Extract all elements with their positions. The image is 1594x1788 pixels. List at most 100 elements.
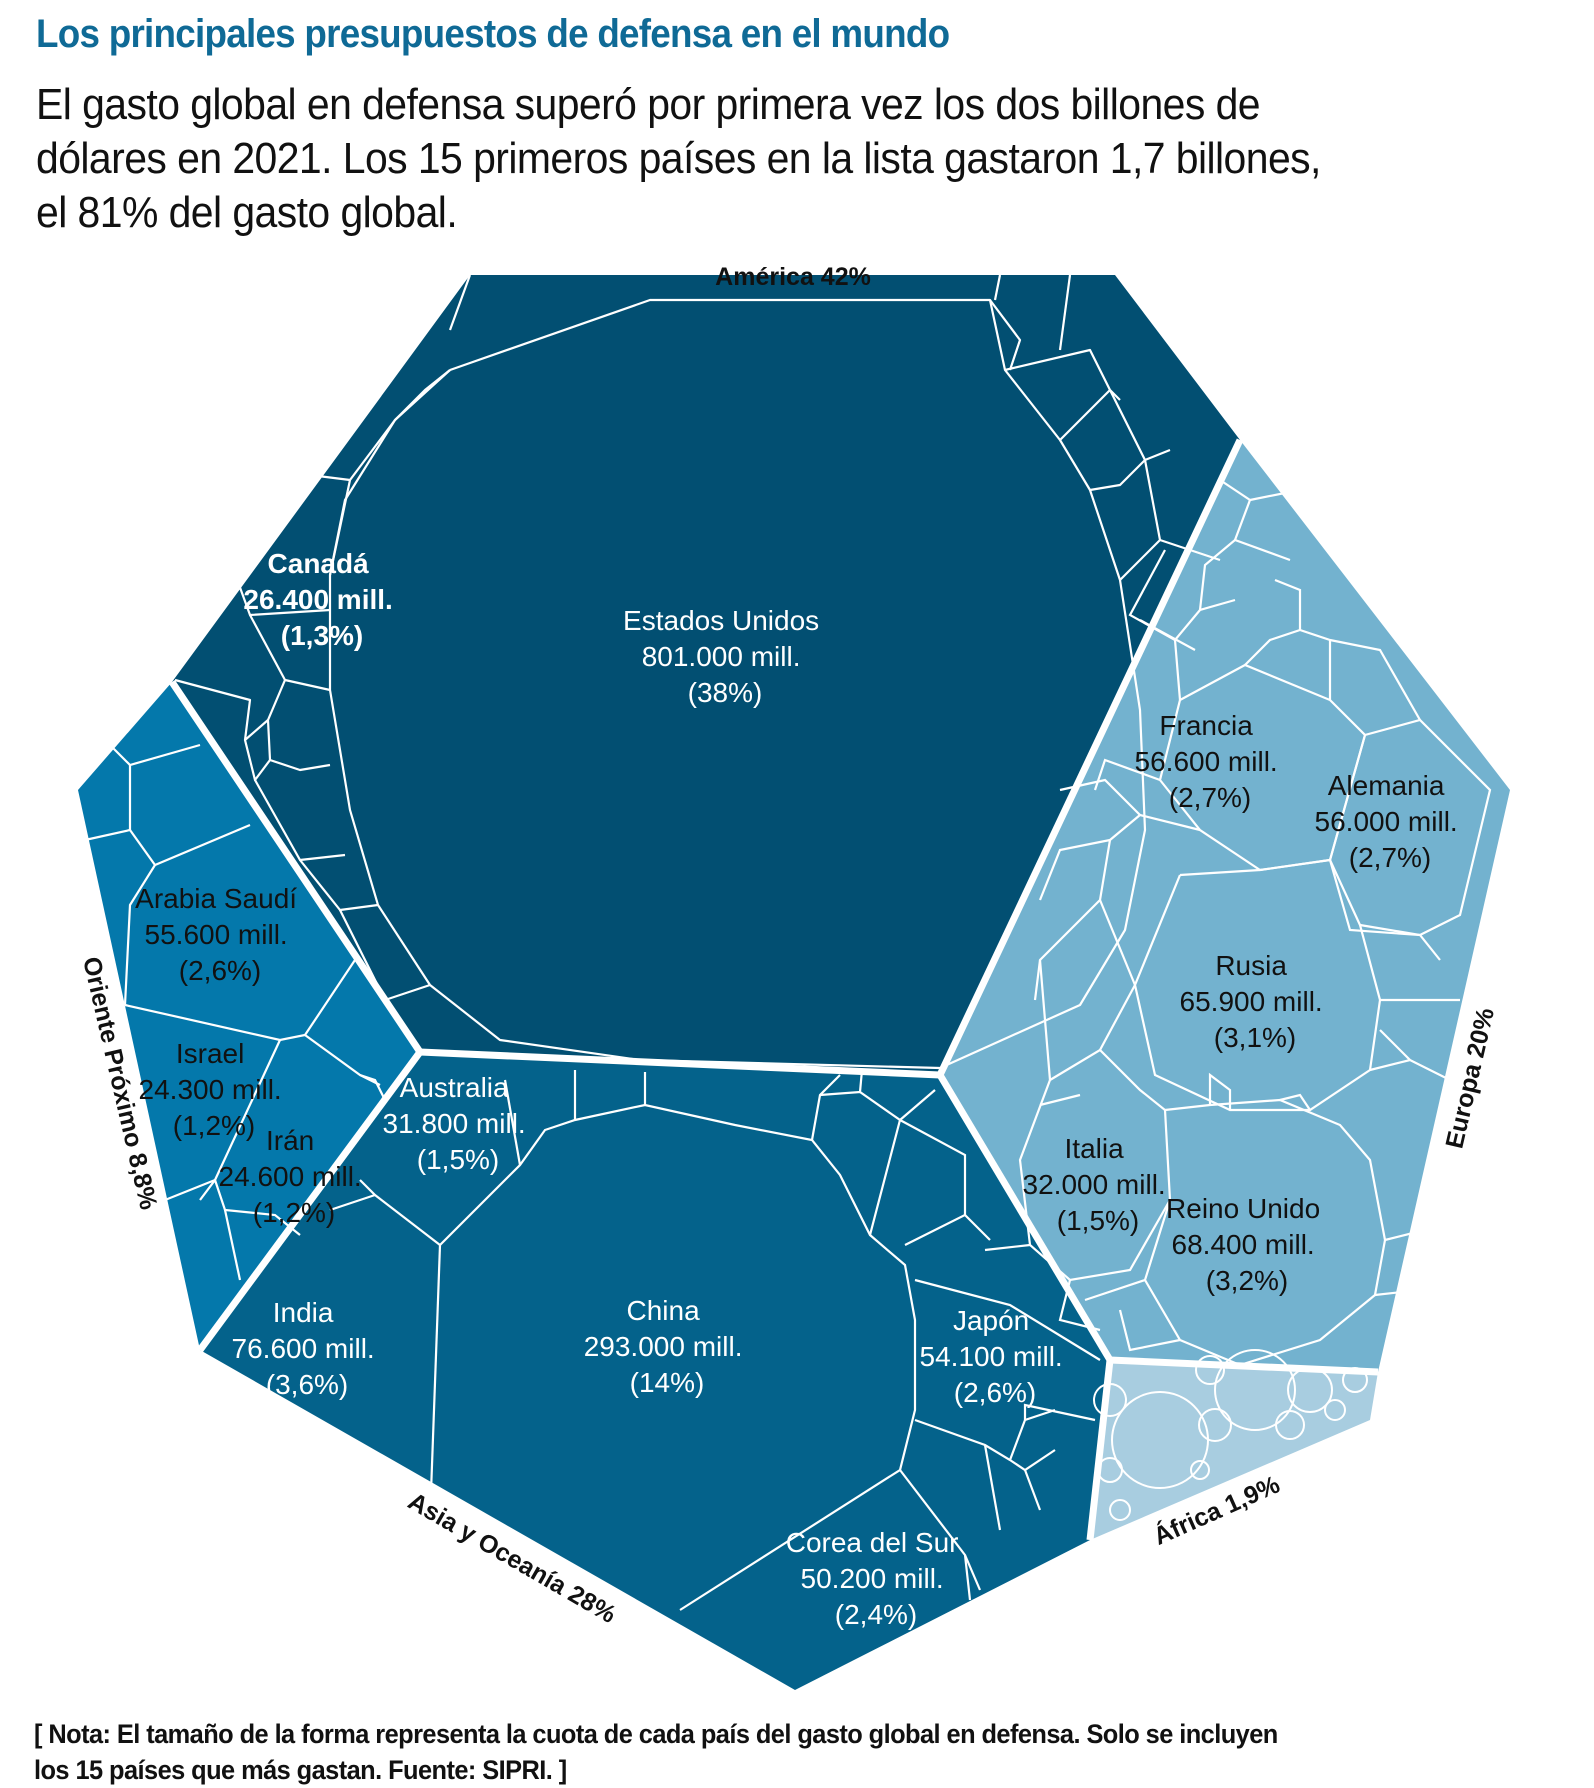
label-corea-del-sur: Corea del Sur 50.200 mill. (2,4%)	[786, 1527, 967, 1630]
cell-border	[1219, 479, 1251, 501]
region-america	[172, 275, 1240, 1075]
label-share: (2,4%)	[835, 1599, 917, 1630]
cell-border	[1038, 838, 1111, 901]
cell-border	[1374, 1288, 1421, 1297]
cell-border	[1329, 638, 1421, 721]
cell-border	[899, 1089, 936, 1121]
region-label-america: América 42%	[715, 263, 871, 291]
label-value: 65.900 mill.	[1180, 986, 1323, 1017]
cell-borders-europa	[984, 479, 1492, 1367]
cell-border	[503, 1079, 522, 1166]
cell-border	[1359, 923, 1441, 961]
region-fill-europa	[940, 440, 1510, 1372]
cell-border	[914, 1278, 1101, 1361]
cell-border	[899, 1469, 972, 1601]
cell-borders-africa	[1093, 1349, 1368, 1521]
cell-border	[819, 1090, 902, 1236]
cell-italia	[1018, 1048, 1172, 1282]
cell-border	[1089, 459, 1146, 492]
label-value: 31.800 mill.	[383, 1108, 526, 1139]
label-name: Alemania	[1328, 770, 1445, 801]
label-name: Australia	[400, 1072, 509, 1103]
label-value: 55.600 mill.	[145, 919, 288, 950]
label-iran: Irán 24.600 mill. (1,2%)	[219, 1125, 370, 1228]
cell-border	[1084, 1278, 1146, 1302]
cell-border	[174, 678, 252, 741]
separator-oriente-america	[169, 680, 423, 1054]
cell-border	[1324, 1399, 1346, 1421]
label-india: India 76.600 mill. (3,6%)	[232, 1297, 383, 1400]
cell-border	[1128, 549, 1176, 641]
label-value: 26.400 mill.	[243, 584, 392, 615]
label-value: 24.300 mill.	[139, 1074, 282, 1105]
cell-border	[1198, 538, 1291, 611]
separator-asia-africa	[1086, 1359, 1114, 1541]
subtitle-line: El gasto global en defensa superó por pr…	[36, 80, 1261, 129]
label-share: (1,5%)	[1057, 1205, 1139, 1236]
cell-border	[1109, 1499, 1131, 1521]
subtitle-line: el 81% del gasto global.	[36, 188, 458, 237]
cell-border	[223, 1209, 242, 1281]
subtitle-line: dólares en 2021. Los 15 primeros países …	[36, 134, 1321, 183]
cell-border	[1004, 348, 1121, 401]
label-value: 56.000 mill.	[1315, 806, 1458, 837]
label-name: Rusia	[1215, 950, 1287, 981]
label-canada: Canadá 26.400 mill. (1,3%)	[243, 548, 400, 651]
cell-border	[964, 1214, 991, 1241]
separator-oriente-asia	[197, 1049, 423, 1353]
separator-europa-asia	[936, 1073, 1114, 1362]
cell-border	[359, 1074, 381, 1086]
cell-border	[1023, 1403, 1096, 1422]
separator-america-europa	[936, 438, 1244, 1077]
cell-border	[1198, 1408, 1232, 1442]
label-share: (3,2%)	[1206, 1265, 1288, 1296]
cell-border	[1098, 899, 1137, 986]
cell-border	[1173, 598, 1236, 701]
separator-america-asia	[419, 1048, 941, 1079]
label-name: Arabia Saudí	[135, 883, 297, 914]
label-share: (2,7%)	[1349, 842, 1431, 873]
note-line: los 15 países que más gastan. Fuente: SI…	[34, 1755, 567, 1785]
cell-border	[1275, 1410, 1305, 1440]
region-separators	[169, 438, 1379, 1541]
label-name: Israel	[176, 1038, 244, 1069]
country-labels: Estados Unidos 801.000 mill. (38%) Canad…	[135, 548, 1458, 1630]
cell-estados-unidos	[328, 298, 1147, 1070]
cell-border	[1059, 389, 1111, 441]
label-value: 32.000 mill.	[1023, 1169, 1166, 1200]
cell-border	[1379, 1029, 1411, 1061]
label-israel: Israel 24.300 mill. (1,2%)	[139, 1038, 290, 1141]
label-australia: Australia 31.800 mill. (1,5%)	[383, 1072, 534, 1175]
cell-borders-oriente	[84, 743, 386, 1281]
label-name: Canadá	[268, 548, 370, 579]
label-name: Irán	[266, 1125, 314, 1156]
cell-borders-asia	[329, 1069, 1101, 1611]
label-share: (1,5%)	[417, 1144, 499, 1175]
region-africa	[1090, 1360, 1378, 1540]
label-share: (2,6%)	[179, 955, 261, 986]
label-share: (1,3%)	[281, 620, 363, 651]
label-share: (2,6%)	[954, 1377, 1036, 1408]
cell-border	[1039, 1093, 1081, 1107]
cell-border	[1208, 1072, 1232, 1110]
region-fill-asia	[200, 1052, 1110, 1690]
label-share: (2,7%)	[1169, 782, 1251, 813]
region-fill-africa	[1090, 1360, 1378, 1540]
cell-border	[1195, 1355, 1225, 1385]
cell-border	[123, 864, 156, 1006]
cell-canada	[328, 419, 396, 576]
label-arabia-saudi: Arabia Saudí 55.600 mill. (2,6%)	[135, 883, 305, 986]
region-oriente	[78, 682, 420, 1350]
region-asia	[200, 1052, 1110, 1690]
cell-border	[1190, 1460, 1210, 1480]
cell-border	[164, 1178, 216, 1202]
label-name: Reino Unido	[1166, 1193, 1320, 1224]
cell-border	[394, 369, 451, 421]
label-name: Estados Unidos	[623, 605, 819, 636]
region-fill-oriente	[78, 682, 420, 1350]
label-reino-unido: Reino Unido 68.400 mill. (3,2%)	[1166, 1193, 1328, 1296]
label-share: (3,1%)	[1214, 1022, 1296, 1053]
cell-border	[1274, 578, 1302, 630]
cell-border	[984, 1243, 1031, 1252]
